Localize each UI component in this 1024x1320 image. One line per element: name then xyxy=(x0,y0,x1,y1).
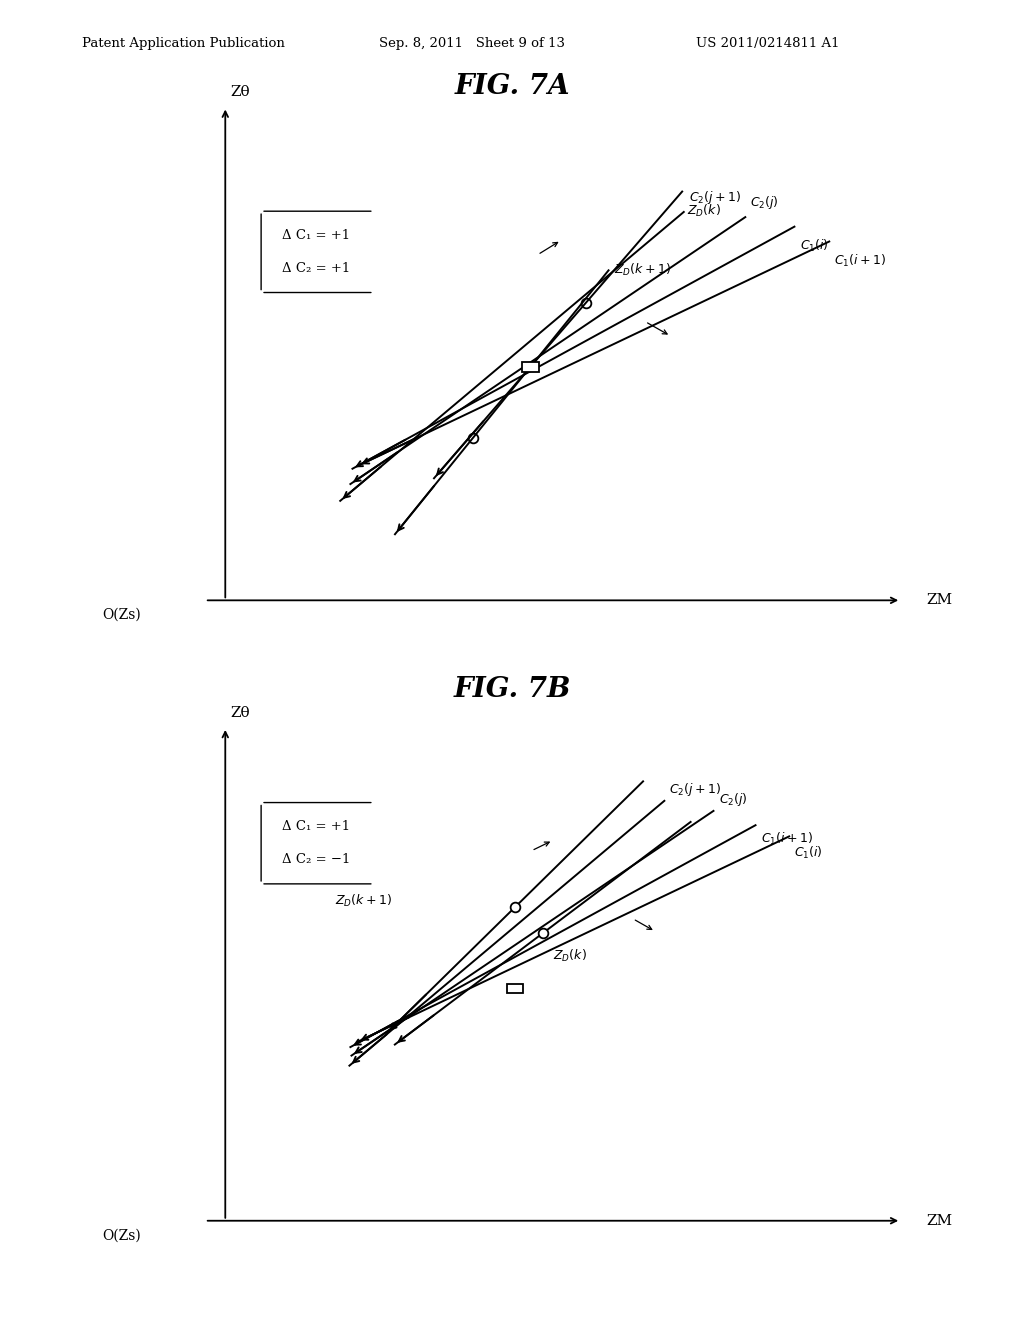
Text: O(Zs): O(Zs) xyxy=(102,607,141,622)
Text: $Z_D(k+1)$: $Z_D(k+1)$ xyxy=(335,894,392,909)
Text: FIG. 7B: FIG. 7B xyxy=(454,676,570,702)
Text: $C_1(i+1)$: $C_1(i+1)$ xyxy=(761,832,813,847)
Text: O(Zs): O(Zs) xyxy=(102,1228,141,1242)
Text: FIG. 7A: FIG. 7A xyxy=(455,73,569,99)
Text: $Z_D(k+1)$: $Z_D(k+1)$ xyxy=(613,263,671,279)
Bar xyxy=(507,983,523,993)
Text: $C_2(j+1)$: $C_2(j+1)$ xyxy=(689,189,741,206)
Text: $C_1(i)$: $C_1(i)$ xyxy=(795,845,823,861)
Text: ZM: ZM xyxy=(927,1213,953,1228)
Text: $C_2(j)$: $C_2(j)$ xyxy=(751,194,779,211)
Text: Δ C₂ = +1: Δ C₂ = +1 xyxy=(282,261,350,275)
Text: Patent Application Publication: Patent Application Publication xyxy=(82,37,285,50)
Text: Δ C₁ = +1: Δ C₁ = +1 xyxy=(282,230,350,242)
Text: $C_2(j)$: $C_2(j)$ xyxy=(719,791,748,808)
Text: Δ C₁ = +1: Δ C₁ = +1 xyxy=(282,821,350,833)
Bar xyxy=(522,362,539,371)
Text: Sep. 8, 2011   Sheet 9 of 13: Sep. 8, 2011 Sheet 9 of 13 xyxy=(379,37,565,50)
Text: ZM: ZM xyxy=(927,593,953,607)
Text: US 2011/0214811 A1: US 2011/0214811 A1 xyxy=(696,37,840,50)
Text: $Z_D(k)$: $Z_D(k)$ xyxy=(687,203,721,219)
Text: Zθ: Zθ xyxy=(230,84,250,99)
Text: $C_1(i)$: $C_1(i)$ xyxy=(800,239,828,255)
Text: $C_1(i+1)$: $C_1(i+1)$ xyxy=(835,253,887,269)
Text: $C_2(j+1)$: $C_2(j+1)$ xyxy=(670,781,722,797)
Text: Zθ: Zθ xyxy=(230,705,250,719)
Text: Δ C₂ = −1: Δ C₂ = −1 xyxy=(282,853,350,866)
Text: $Z_D(k)$: $Z_D(k)$ xyxy=(553,948,587,964)
